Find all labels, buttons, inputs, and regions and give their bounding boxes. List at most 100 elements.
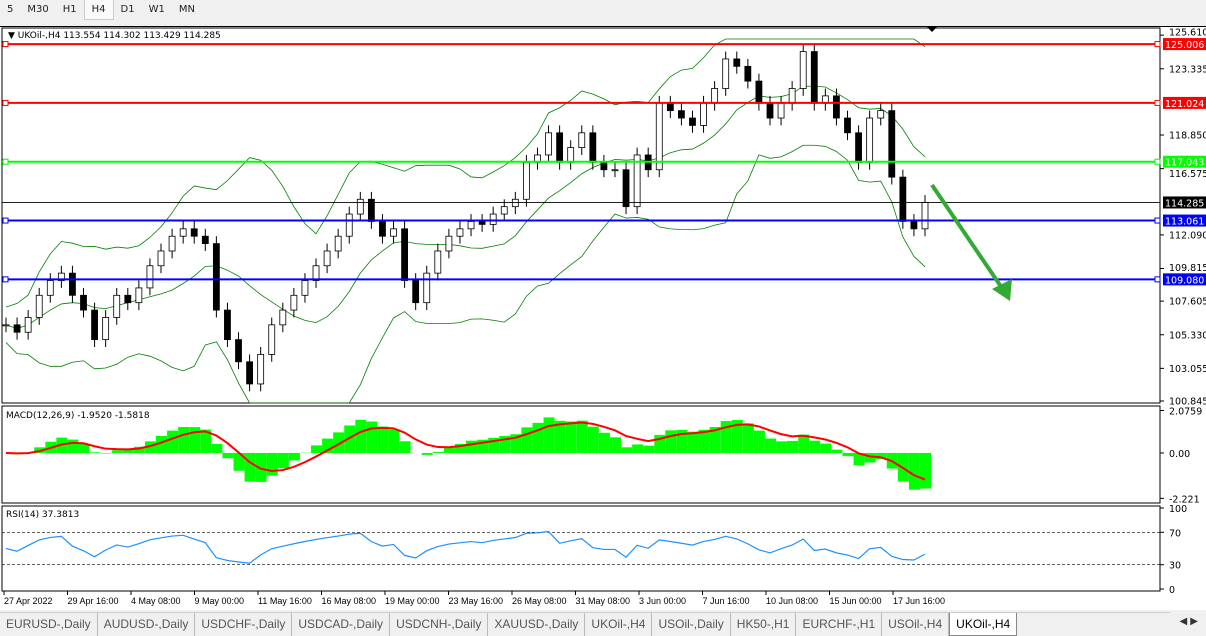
macd-bar xyxy=(654,434,666,453)
rsi-tick-label: 100 xyxy=(1169,504,1187,515)
macd-bar xyxy=(322,438,334,453)
x-tick-label: 26 May 08:00 xyxy=(512,596,567,606)
timeframe-D1[interactable]: D1 xyxy=(120,4,135,15)
bollinger-lower xyxy=(5,144,926,404)
macd-bar xyxy=(920,452,931,489)
macd-bar xyxy=(211,443,223,453)
chart-tab[interactable]: USDCHF-,Daily xyxy=(195,613,293,636)
level-handle xyxy=(2,276,9,283)
x-tick-label: 17 Jun 16:00 xyxy=(893,596,945,606)
candle xyxy=(733,58,741,67)
macd-bar xyxy=(676,429,688,453)
candle xyxy=(412,280,420,304)
candle xyxy=(921,202,929,230)
candle xyxy=(345,213,353,237)
macd-bar xyxy=(366,421,378,453)
timeframe-H4[interactable]: H4 xyxy=(83,0,114,20)
chart-tabs: EURUSD-,Daily AUDUSD-,Daily USDCHF-,Daily U… xyxy=(0,612,1170,636)
candle xyxy=(268,324,276,355)
macd-bar xyxy=(864,452,876,463)
level-price-label: 121.024 xyxy=(1165,99,1204,110)
candle xyxy=(124,294,132,304)
x-tick-label: 19 May 00:00 xyxy=(385,596,440,606)
candle xyxy=(2,324,10,327)
chart-tab[interactable]: USOil-,Daily xyxy=(652,613,731,636)
chart-tab[interactable]: EURUSD-,Daily xyxy=(0,613,98,636)
chart-tab[interactable]: UKOil-,H4 xyxy=(585,613,653,636)
level-handle xyxy=(1154,276,1161,283)
macd-bar xyxy=(355,419,367,453)
macd-bar xyxy=(454,443,466,453)
level-handle xyxy=(2,41,9,48)
macd-bar xyxy=(842,452,854,457)
macd-bar xyxy=(432,452,444,453)
price-chart[interactable]: ▼ UKOil-,H4 113.554 114.302 113.429 114.… xyxy=(0,27,1206,611)
macd-bar xyxy=(388,429,400,453)
macd-bar xyxy=(156,435,168,453)
macd-bar xyxy=(189,427,201,453)
macd-bar xyxy=(244,452,256,482)
candle xyxy=(633,154,641,208)
rsi-tick-label: 0 xyxy=(1169,585,1175,596)
chart-tab[interactable]: AUDUSD-,Daily xyxy=(98,613,196,636)
macd-bar xyxy=(344,425,356,453)
candle xyxy=(589,132,597,163)
level-handle xyxy=(2,158,9,165)
chart-window[interactable]: ▼ UKOil-,H4 113.554 114.302 113.429 114.… xyxy=(0,26,1206,610)
chart-tab[interactable]: USOil-,H4 xyxy=(882,613,950,636)
candle xyxy=(35,294,43,318)
timeframe-W1[interactable]: W1 xyxy=(148,4,165,15)
timeframe-5[interactable]: 5 xyxy=(7,4,14,15)
macd-bar xyxy=(665,430,677,453)
macd-bar xyxy=(167,430,179,453)
macd-bar xyxy=(443,447,455,453)
y-tick-label: 105.330 xyxy=(1169,330,1206,341)
level-handle xyxy=(2,99,9,106)
chart-tab[interactable]: XAUUSD-,Daily xyxy=(488,613,586,636)
candle xyxy=(179,228,187,237)
candle xyxy=(910,221,918,230)
macd-bar xyxy=(576,420,588,453)
macd-bar xyxy=(609,437,621,453)
macd-bar xyxy=(89,452,101,453)
macd-bar xyxy=(488,437,500,453)
macd-bar xyxy=(222,452,234,459)
candle xyxy=(423,272,431,304)
macd-bar xyxy=(111,450,123,453)
macd-bar xyxy=(288,452,300,461)
candle xyxy=(689,117,696,126)
timeframe-H1[interactable]: H1 xyxy=(62,4,77,15)
macd-bar xyxy=(565,421,577,453)
chart-tab[interactable]: USDCAD-,Daily xyxy=(292,613,391,636)
candle xyxy=(445,235,453,252)
candle xyxy=(467,221,475,230)
timeframe-MN[interactable]: MN xyxy=(178,4,195,15)
macd-tick-label: 0.00 xyxy=(1169,449,1190,460)
level-handle xyxy=(2,217,9,224)
candle xyxy=(334,235,342,252)
macd-bar xyxy=(809,440,821,453)
macd-bar xyxy=(233,452,245,471)
macd-bar xyxy=(255,452,267,482)
macd-bar xyxy=(698,429,710,453)
candle xyxy=(833,95,840,119)
candle xyxy=(545,132,552,156)
candle xyxy=(567,147,575,163)
timeframe-M30[interactable]: M30 xyxy=(27,4,49,15)
candle xyxy=(390,228,397,237)
x-tick-label: 11 May 16:00 xyxy=(258,596,312,606)
macd-bar xyxy=(709,426,721,453)
x-tick-label: 10 Jun 08:00 xyxy=(766,596,818,606)
y-tick-label: 100.845 xyxy=(1169,397,1206,408)
x-tick-label: 16 May 08:00 xyxy=(322,596,377,606)
macd-tick-label: 2.0759 xyxy=(1169,407,1202,418)
macd-bar xyxy=(787,440,799,453)
tab-scroll-arrows[interactable]: ◀ ▶ xyxy=(1179,616,1198,627)
chart-tab[interactable]: UKOil-,H4 xyxy=(949,613,1018,636)
chart-tab[interactable]: HK50-,H1 xyxy=(731,613,797,636)
macd-bar xyxy=(632,444,644,453)
rsi-pane-frame xyxy=(1,505,1161,592)
chart-tab[interactable]: EURCHF-,H1 xyxy=(796,613,883,636)
chart-tab[interactable]: USDCNH-,Daily xyxy=(390,613,489,636)
macd-bar xyxy=(521,427,533,453)
